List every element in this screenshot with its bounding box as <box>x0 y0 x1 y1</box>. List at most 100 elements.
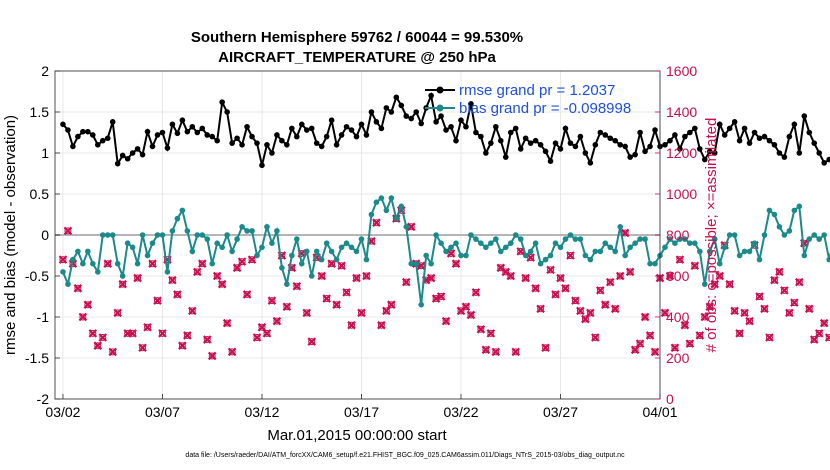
bias-point <box>239 224 245 230</box>
count-possible-marker <box>556 274 564 282</box>
count-assimilated-marker <box>715 271 724 281</box>
count-assimilated-marker <box>695 331 705 340</box>
count-possible-marker <box>228 348 236 356</box>
count-assimilated-marker <box>546 265 555 275</box>
rmse-point <box>572 143 579 150</box>
bias-point <box>711 236 718 242</box>
y-left-tick-label: -1.5 <box>25 350 49 366</box>
count-assimilated-marker <box>78 312 88 322</box>
rmse-point <box>204 132 211 138</box>
rmse-point <box>826 156 830 163</box>
count-assimilated-marker <box>596 286 605 295</box>
count-assimilated-marker <box>551 290 560 299</box>
ticks <box>55 70 661 400</box>
bias-point <box>85 248 91 255</box>
y-left-tick-label: 1.5 <box>30 104 50 120</box>
count-assimilated-marker <box>819 318 829 328</box>
bias-point <box>796 203 803 210</box>
y-left-tick-label: 0.5 <box>30 186 50 202</box>
count-assimilated-marker <box>133 273 142 283</box>
y-left-tick-label: 1 <box>41 145 49 161</box>
chart-subtitle: AIRCRAFT_TEMPERATURE @ 250 hPa <box>218 49 496 66</box>
count-assimilated-marker <box>675 255 685 264</box>
rmse-point <box>99 137 106 144</box>
count-assimilated-marker <box>178 341 187 350</box>
rmse-point <box>547 158 554 164</box>
count-possible-marker <box>372 219 380 227</box>
count-assimilated-marker <box>272 316 282 326</box>
bias-point <box>99 232 106 238</box>
rmse-point <box>373 119 380 125</box>
rmse-point <box>672 132 678 138</box>
count-assimilated-marker <box>824 333 830 342</box>
rmse-point <box>254 140 260 146</box>
bias-point <box>572 236 579 242</box>
count-assimilated-marker <box>775 267 784 277</box>
bias-point <box>602 240 609 246</box>
bias-point <box>109 232 116 238</box>
count-assimilated-marker <box>436 292 446 301</box>
count-possible-marker <box>89 329 97 337</box>
bias-point <box>637 236 643 242</box>
count-assimilated-marker <box>148 259 157 268</box>
count-assimilated-marker <box>401 277 411 287</box>
count-assimilated-marker <box>645 331 655 340</box>
y-right-tick-label: 800 <box>666 227 690 243</box>
bias-point <box>448 244 454 251</box>
count-possible-marker <box>362 272 370 280</box>
count-assimilated-marker <box>58 255 68 264</box>
bias-point <box>139 232 146 238</box>
rmse-point <box>662 142 668 148</box>
count-possible-marker <box>820 319 828 327</box>
rmse-point <box>607 135 614 142</box>
count-assimilated-marker <box>217 279 227 289</box>
count-assimilated-marker <box>103 259 113 268</box>
bias-point <box>776 224 783 230</box>
count-assimilated-marker <box>795 277 804 287</box>
count-assimilated-marker <box>362 271 371 281</box>
count-possible-marker <box>616 272 624 280</box>
count-assimilated-marker <box>93 341 103 350</box>
count-assimilated-marker <box>700 312 710 322</box>
count-assimilated-marker <box>352 273 361 283</box>
bias-point <box>527 248 534 255</box>
rmse-point <box>502 154 509 160</box>
count-possible-marker <box>502 268 510 276</box>
count-possible-marker <box>487 329 495 337</box>
count-assimilated-marker <box>531 284 540 293</box>
count-assimilated-marker <box>202 335 212 344</box>
bias-point <box>542 256 549 263</box>
count-possible-marker <box>144 323 152 331</box>
rmse-point <box>408 115 415 122</box>
count-possible-marker <box>527 254 535 262</box>
y-right-tick-label: 1600 <box>666 63 697 79</box>
count-possible-marker <box>268 297 276 305</box>
rmse-point <box>721 132 728 138</box>
count-assimilated-marker <box>158 329 167 338</box>
count-assimilated-marker <box>128 329 137 338</box>
count-possible-marker <box>591 334 599 341</box>
rmse-point <box>239 142 245 148</box>
count-possible-marker <box>387 301 395 309</box>
bias-point <box>716 260 723 267</box>
rmse-point <box>348 127 355 133</box>
bias-point <box>388 195 395 201</box>
bias-point <box>264 224 270 230</box>
rmse-point <box>652 127 658 133</box>
count-assimilated-marker <box>83 300 93 309</box>
rmse-point <box>697 146 703 152</box>
count-possible-marker <box>308 338 316 346</box>
count-assimilated-marker <box>317 271 326 281</box>
rmse-point <box>433 119 439 125</box>
bias-point <box>493 236 499 242</box>
rmse-point <box>124 155 131 162</box>
y-left-tick-label: 2 <box>41 63 49 79</box>
bias-point <box>119 273 126 279</box>
count-assimilated-marker <box>242 290 252 299</box>
count-possible-marker <box>547 266 555 274</box>
rmse-point <box>284 142 290 148</box>
bias-point <box>80 260 86 267</box>
rmse-point <box>363 132 370 138</box>
count-assimilated-marker <box>561 284 570 293</box>
rmse-point <box>801 113 808 119</box>
